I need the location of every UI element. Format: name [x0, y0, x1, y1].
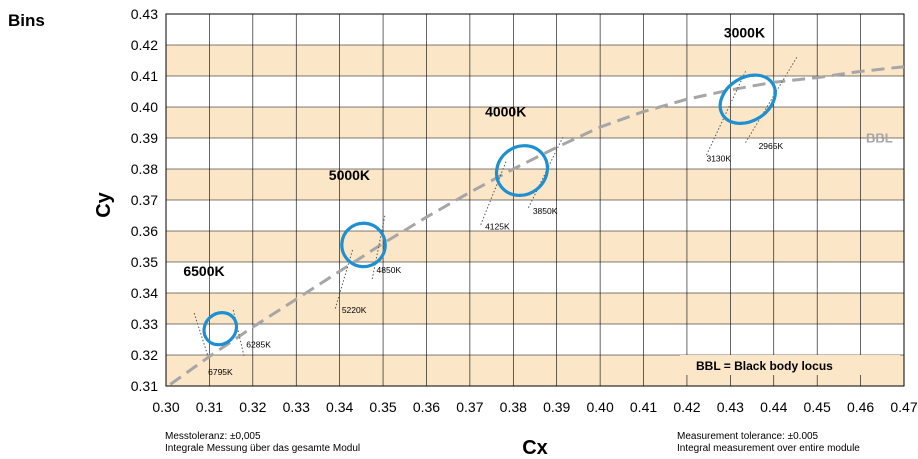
band-10: [166, 45, 904, 76]
y-tick-label-6: 0.37: [131, 192, 158, 208]
bins-title: Bins: [8, 11, 45, 30]
bin-ellipse-3000K: [718, 73, 777, 125]
cct-line-4850K: [371, 213, 386, 280]
x-tick-label-3: 0.33: [283, 399, 310, 415]
cct-line-4125K: [480, 159, 508, 225]
cct-line-2965K: [745, 55, 799, 143]
bin-label-5000K: 5000K: [329, 167, 370, 183]
y-tick-label-2: 0.33: [131, 316, 158, 332]
x-tick-label-0: 0.30: [152, 399, 179, 415]
cct-label-4850K: 4850K: [377, 265, 402, 275]
x-tick-label-2: 0.32: [239, 399, 266, 415]
x-tick-label-10: 0.40: [586, 399, 613, 415]
y-axis-title: Cy: [93, 191, 115, 217]
footer-left-line1: Messtoleranz: ±0,005: [165, 431, 261, 442]
footer-left-line2: Integrale Messung über das gesamte Modul: [165, 443, 360, 454]
bin-3000K: 3130K 2965K 3000K: [706, 24, 799, 163]
x-tick-label-4: 0.34: [326, 399, 353, 415]
cct-label-5220K: 5220K: [342, 305, 367, 315]
bin-ellipse-5000K: [340, 221, 387, 269]
x-tick-label-5: 0.35: [369, 399, 396, 415]
cct-line-6795K: [193, 312, 209, 357]
x-axis-title: Cx: [522, 437, 548, 459]
x-tick-label-6: 0.36: [413, 399, 440, 415]
bin-4000K: 4125K 3850K 4000K: [480, 103, 564, 231]
plot-frame: [165, 13, 905, 387]
bin-ellipse-4000K: [494, 144, 550, 197]
bin-ellipses: 6795K 6285K 6500K 5220K 4850K 5000K 4125K 3850K…: [183, 24, 799, 377]
cct-label-6795K: 6795K: [208, 367, 233, 377]
bin-label-6500K: 6500K: [183, 263, 224, 279]
y-tick-label-0: 0.31: [131, 378, 158, 394]
x-tick-label-17: 0.47: [890, 399, 917, 415]
bin-label-4000K: 4000K: [485, 103, 526, 119]
band-2: [166, 293, 904, 324]
y-tick-label-9: 0.40: [131, 99, 158, 115]
x-tick-label-8: 0.38: [500, 399, 527, 415]
bin-6500K: 6795K 6285K 6500K: [183, 263, 271, 377]
y-tick-label-1: 0.32: [131, 347, 158, 363]
legend-note-bg: [680, 355, 900, 375]
y-tick-label-10: 0.41: [131, 68, 158, 84]
y-tick-label-7: 0.38: [131, 161, 158, 177]
y-tick-label-4: 0.35: [131, 254, 158, 270]
cct-label-3130K: 3130K: [706, 153, 731, 163]
bin-ellipse-6500K: [202, 310, 239, 347]
x-tick-label-16: 0.46: [847, 399, 874, 415]
x-tick-label-9: 0.39: [543, 399, 570, 415]
footer-right-line2: Integral measurement over entire module: [677, 443, 860, 454]
bbl-curve: [169, 65, 905, 386]
bin-label-3000K: 3000K: [724, 24, 765, 40]
x-axis-ticks: 0.30 0.31 0.32 0.33 0.34 0.35 0.36 0.37 0.38 0.39…: [152, 399, 917, 415]
x-tick-label-7: 0.37: [456, 399, 483, 415]
band-6: [166, 169, 904, 200]
x-tick-label-14: 0.44: [760, 399, 787, 415]
x-tick-label-13: 0.43: [717, 399, 744, 415]
cct-label-3850K: 3850K: [533, 206, 558, 216]
y-tick-label-5: 0.36: [131, 223, 158, 239]
cct-label-6285K: 6285K: [246, 339, 271, 349]
legend-note: BBL = Black body locus: [696, 359, 833, 373]
cct-label-2965K: 2965K: [759, 141, 784, 151]
footer-right-line1: Measurement tolerance: ±0.005: [677, 431, 819, 442]
band-4: [166, 231, 904, 262]
y-tick-label-12: 0.43: [131, 6, 158, 22]
x-tick-label-12: 0.42: [673, 399, 700, 415]
y-tick-label-11: 0.42: [131, 37, 158, 53]
y-tick-label-3: 0.34: [131, 285, 158, 301]
band-8: [166, 107, 904, 138]
cct-label-4125K: 4125K: [485, 221, 510, 231]
y-tick-label-8: 0.39: [131, 130, 158, 146]
cct-line-3130K: [706, 71, 747, 156]
y-axis-ticks: 0.31 0.32 0.33 0.34 0.35 0.36 0.37 0.38 0.39 0.40…: [131, 6, 158, 394]
x-tick-label-15: 0.45: [804, 399, 831, 415]
bbl-label: BBL: [866, 131, 893, 146]
x-tick-label-11: 0.41: [630, 399, 657, 415]
x-tick-label-1: 0.31: [196, 399, 223, 415]
bin-5000K: 5220K 4850K 5000K: [329, 167, 402, 315]
